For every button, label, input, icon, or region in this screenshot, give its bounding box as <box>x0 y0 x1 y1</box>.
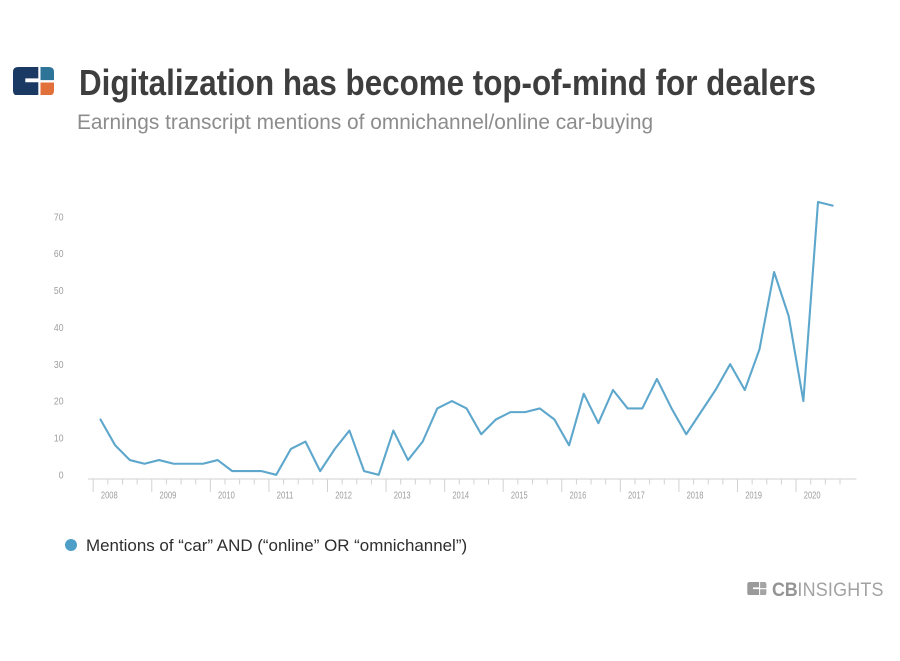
footer-brand-text: CBINSIGHTS <box>772 579 884 602</box>
y-axis-label: 70 <box>54 211 64 223</box>
gray-logo-topright-block <box>759 582 767 589</box>
y-axis-label: 20 <box>54 396 64 408</box>
x-axis-year-label: 2008 <box>101 490 118 502</box>
cb-insights-gray-logo-icon <box>747 582 767 596</box>
gray-logo-left-block <box>747 582 759 596</box>
x-axis-year-label: 2019 <box>745 490 762 502</box>
x-axis-year-label: 2009 <box>159 490 176 502</box>
y-axis-label: 10 <box>54 433 64 445</box>
y-axis-label: 30 <box>54 359 64 371</box>
x-axis-year-label: 2011 <box>277 490 294 502</box>
gray-logo-bottomright-block <box>759 589 767 596</box>
x-axis-year-label: 2010 <box>218 490 235 502</box>
page-subtitle: Earnings transcript mentions of omnichan… <box>77 110 654 134</box>
y-axis-label: 40 <box>54 322 64 334</box>
line-chart: 0 10 20 30 40 50 60 70 2008 2009 2010 2011 2012 2013… <box>54 200 857 502</box>
x-axis-year-label: 2013 <box>394 490 411 502</box>
x-axis-year-label: 2017 <box>628 490 645 502</box>
logo-topright-blue-block <box>40 66 54 80</box>
legend-label: Mentions of “car” AND (“online” OR “omni… <box>86 536 468 556</box>
x-axis-year-label: 2018 <box>687 490 704 502</box>
legend-dot-icon <box>65 539 77 551</box>
cb-insights-logo-icon <box>12 66 54 95</box>
y-axis-label: 50 <box>54 285 64 297</box>
footer-brand-insights: INSIGHTS <box>797 579 884 602</box>
x-axis-year-label: 2016 <box>569 490 586 502</box>
footer-brand-cb: CB <box>772 579 798 602</box>
x-axis-year-label: 2014 <box>452 490 469 502</box>
x-axis-year-label: 2020 <box>804 490 821 502</box>
logo-bottomright-orange-block <box>40 82 54 95</box>
page-title: Digitalization has become top-of-mind fo… <box>79 62 816 104</box>
x-axis-ticks <box>92 479 841 492</box>
x-axis-labels: 2008 2009 2010 2011 2012 2013 2014 2015 2016 2017… <box>101 490 821 502</box>
logo-left-navy-block <box>12 66 39 95</box>
y-axis-label: 60 <box>54 248 64 260</box>
x-axis-year-label: 2015 <box>511 490 528 502</box>
y-axis-label: 0 <box>59 469 64 481</box>
x-axis-year-label: 2012 <box>335 490 352 502</box>
y-axis-labels: 0 10 20 30 40 50 60 70 <box>54 211 64 481</box>
data-series-line <box>99 200 834 476</box>
